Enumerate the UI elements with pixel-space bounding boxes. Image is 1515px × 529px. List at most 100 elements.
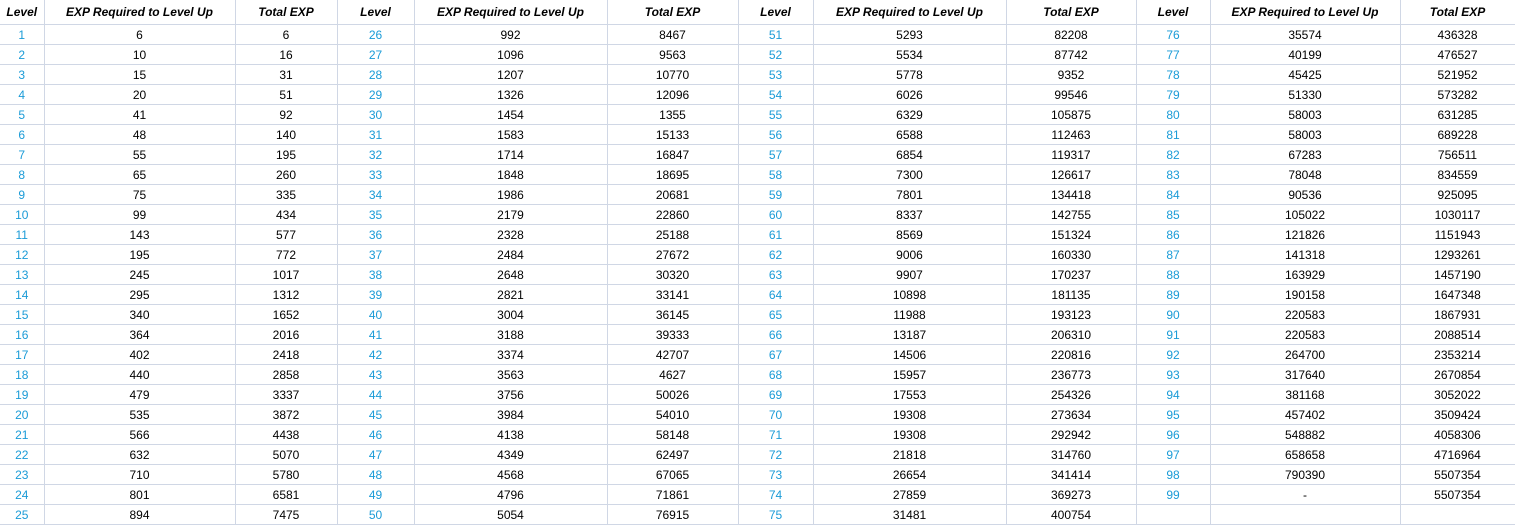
total-exp-cell[interactable]: 112463 (1006, 124, 1137, 145)
level-cell[interactable]: 53 (738, 64, 814, 85)
total-exp-cell[interactable]: 1647348 (1400, 284, 1515, 305)
exp-required-cell[interactable]: 8337 (813, 204, 1007, 225)
level-cell[interactable]: 75 (738, 504, 814, 525)
level-cell[interactable]: 98 (1136, 464, 1211, 485)
exp-required-cell[interactable]: 2821 (414, 284, 608, 305)
level-cell[interactable]: 70 (738, 404, 814, 425)
level-cell[interactable]: 66 (738, 324, 814, 345)
exp-required-cell[interactable]: 121826 (1210, 224, 1401, 245)
exp-required-cell[interactable]: 220583 (1210, 324, 1401, 345)
level-cell[interactable]: 88 (1136, 264, 1211, 285)
level-cell[interactable]: 38 (337, 264, 415, 285)
exp-required-cell[interactable]: 21818 (813, 444, 1007, 465)
level-cell[interactable]: 13 (0, 264, 45, 285)
level-cell[interactable]: 9 (0, 184, 45, 205)
level-cell[interactable]: 83 (1136, 164, 1211, 185)
total-exp-cell[interactable]: 22860 (607, 204, 739, 225)
level-cell[interactable]: 4 (0, 84, 45, 105)
total-exp-cell[interactable]: 92 (235, 104, 338, 125)
total-exp-cell[interactable]: 9563 (607, 44, 739, 65)
level-header[interactable]: Level (1136, 0, 1211, 25)
total-exp-cell[interactable]: 3509424 (1400, 404, 1515, 425)
total-exp-cell[interactable]: 195 (235, 144, 338, 165)
level-cell[interactable]: 3 (0, 64, 45, 85)
level-cell[interactable]: 79 (1136, 84, 1211, 105)
exp-required-cell[interactable]: 2179 (414, 204, 608, 225)
exp-required-cell[interactable]: 10898 (813, 284, 1007, 305)
exp-required-cell[interactable]: 3004 (414, 304, 608, 325)
exp-required-header[interactable]: EXP Required to Level Up (1210, 0, 1401, 25)
exp-required-cell[interactable]: 632 (44, 444, 236, 465)
total-exp-cell[interactable]: 925095 (1400, 184, 1515, 205)
exp-required-cell[interactable]: 190158 (1210, 284, 1401, 305)
exp-required-cell[interactable]: 9907 (813, 264, 1007, 285)
exp-required-cell[interactable]: 6854 (813, 144, 1007, 165)
level-cell[interactable]: 62 (738, 244, 814, 265)
exp-required-cell[interactable]: 13187 (813, 324, 1007, 345)
level-cell[interactable]: 50 (337, 504, 415, 525)
exp-required-cell[interactable]: 26654 (813, 464, 1007, 485)
exp-required-cell[interactable]: 15 (44, 64, 236, 85)
exp-required-header[interactable]: EXP Required to Level Up (813, 0, 1007, 25)
total-exp-cell[interactable]: 99546 (1006, 84, 1137, 105)
total-exp-cell[interactable]: 476527 (1400, 44, 1515, 65)
exp-required-cell[interactable]: 4138 (414, 424, 608, 445)
level-cell[interactable]: 34 (337, 184, 415, 205)
total-exp-header[interactable]: Total EXP (235, 0, 338, 25)
level-cell[interactable]: 85 (1136, 204, 1211, 225)
total-exp-cell[interactable]: 1457190 (1400, 264, 1515, 285)
exp-required-cell[interactable]: 14506 (813, 344, 1007, 365)
level-cell[interactable]: 11 (0, 224, 45, 245)
level-cell[interactable]: 30 (337, 104, 415, 125)
total-exp-cell[interactable] (1400, 504, 1515, 525)
level-cell[interactable]: 59 (738, 184, 814, 205)
exp-required-cell[interactable]: 658658 (1210, 444, 1401, 465)
level-cell[interactable]: 45 (337, 404, 415, 425)
level-cell[interactable]: 64 (738, 284, 814, 305)
total-exp-cell[interactable]: 1293261 (1400, 244, 1515, 265)
exp-required-cell[interactable]: 58003 (1210, 104, 1401, 125)
total-exp-cell[interactable]: 577 (235, 224, 338, 245)
total-exp-cell[interactable]: 87742 (1006, 44, 1137, 65)
level-cell[interactable]: 20 (0, 404, 45, 425)
level-cell[interactable]: 25 (0, 504, 45, 525)
level-cell[interactable]: 16 (0, 324, 45, 345)
level-cell[interactable]: 6 (0, 124, 45, 145)
total-exp-cell[interactable]: 119317 (1006, 144, 1137, 165)
level-cell[interactable]: 43 (337, 364, 415, 385)
level-cell[interactable]: 36 (337, 224, 415, 245)
exp-required-cell[interactable]: 65 (44, 164, 236, 185)
total-exp-cell[interactable]: 335 (235, 184, 338, 205)
total-exp-cell[interactable]: 631285 (1400, 104, 1515, 125)
level-cell[interactable]: 40 (337, 304, 415, 325)
level-cell[interactable]: 51 (738, 24, 814, 45)
level-cell[interactable]: 67 (738, 344, 814, 365)
level-cell[interactable]: 97 (1136, 444, 1211, 465)
exp-required-cell[interactable]: 894 (44, 504, 236, 525)
level-cell[interactable]: 8 (0, 164, 45, 185)
exp-required-cell[interactable]: 6329 (813, 104, 1007, 125)
exp-required-cell[interactable]: 3188 (414, 324, 608, 345)
exp-required-cell[interactable]: 41 (44, 104, 236, 125)
exp-required-cell[interactable]: 6 (44, 24, 236, 45)
exp-required-cell[interactable]: 402 (44, 344, 236, 365)
level-cell[interactable]: 21 (0, 424, 45, 445)
exp-required-cell[interactable]: 27859 (813, 484, 1007, 505)
total-exp-cell[interactable]: 30320 (607, 264, 739, 285)
exp-required-cell[interactable]: 1848 (414, 164, 608, 185)
level-cell[interactable]: 48 (337, 464, 415, 485)
exp-required-cell[interactable]: 5054 (414, 504, 608, 525)
exp-required-cell[interactable]: 992 (414, 24, 608, 45)
total-exp-cell[interactable]: 50026 (607, 384, 739, 405)
total-exp-cell[interactable]: 170237 (1006, 264, 1137, 285)
total-exp-cell[interactable]: 236773 (1006, 364, 1137, 385)
total-exp-cell[interactable]: 54010 (607, 404, 739, 425)
level-cell[interactable]: 58 (738, 164, 814, 185)
exp-required-cell[interactable]: 2648 (414, 264, 608, 285)
level-cell[interactable]: 18 (0, 364, 45, 385)
level-cell[interactable]: 72 (738, 444, 814, 465)
level-cell[interactable]: 91 (1136, 324, 1211, 345)
exp-required-cell[interactable]: 3563 (414, 364, 608, 385)
exp-required-cell[interactable]: - (1210, 484, 1401, 505)
total-exp-cell[interactable]: 134418 (1006, 184, 1137, 205)
